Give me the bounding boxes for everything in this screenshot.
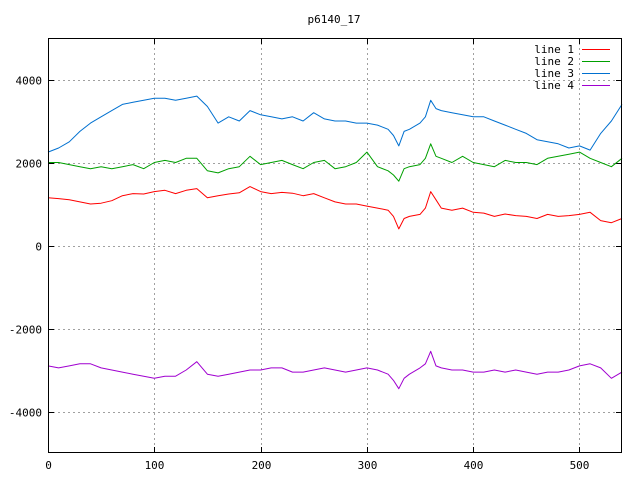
- legend-label-2: line 2: [534, 55, 574, 68]
- series-line-1: [47, 186, 623, 230]
- plot-frame: [48, 38, 622, 453]
- x-tick-label: 100: [145, 459, 165, 472]
- y-tick-label: 4000: [16, 75, 43, 88]
- y-tick-label: -4000: [9, 407, 42, 420]
- x-tick-label: 300: [358, 459, 378, 472]
- series-line-3: [47, 95, 623, 153]
- x-tick-label: 200: [252, 459, 272, 472]
- grid-lines: [48, 38, 622, 453]
- x-tick-label: 400: [464, 459, 484, 472]
- y-tick-label: 0: [35, 241, 42, 254]
- legend-label-4: line 4: [534, 79, 574, 92]
- x-tick-label: 0: [45, 459, 52, 472]
- series-line-2: [48, 143, 623, 182]
- chart-title: p6140_17: [308, 13, 361, 26]
- legend-label-3: line 3: [534, 67, 574, 80]
- series-lines: [47, 95, 623, 390]
- tick-labels: 0 100 200 300 400 500 -4000 -2000 0 2000 4000: [9, 75, 590, 473]
- y-tick-label: -2000: [9, 324, 42, 337]
- y-tick-label: 2000: [16, 158, 43, 171]
- series-line-4: [47, 350, 623, 390]
- legend-label-1: line 1: [534, 43, 574, 56]
- x-tick-label: 500: [570, 459, 590, 472]
